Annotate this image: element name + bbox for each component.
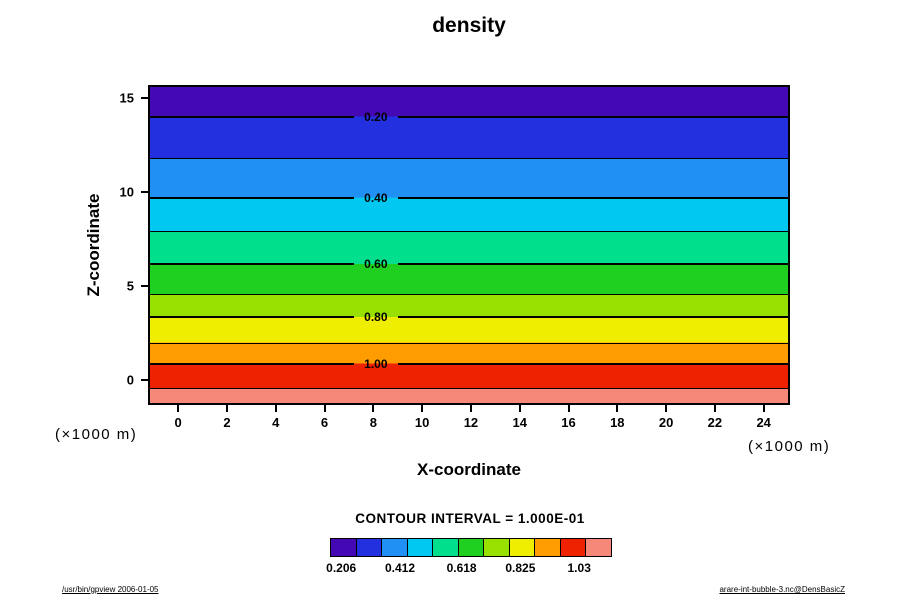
x-tick-mark bbox=[616, 405, 619, 412]
colorbar-tick-label: 0.206 bbox=[326, 561, 357, 575]
x-tick-label: 10 bbox=[414, 415, 430, 430]
x-axis-ticks: 0 2 4 6 8 10 12 14 16 18 20 22 24 bbox=[148, 405, 790, 445]
x-tick-mark bbox=[177, 405, 180, 412]
footer-command: /usr/bin/gpview 2006-01-05 bbox=[62, 585, 159, 594]
y-tick-mark bbox=[141, 191, 148, 194]
colorbar-segment bbox=[356, 539, 383, 556]
footer-dataset: arare-int-bubble-3.nc@DensBasicZ bbox=[719, 585, 845, 594]
colorbar bbox=[330, 538, 612, 557]
x-tick-mark bbox=[372, 405, 375, 412]
x-tick-mark bbox=[518, 405, 521, 412]
x-tick-label: 24 bbox=[756, 415, 771, 430]
x-axis-unit: (×1000 m) bbox=[748, 438, 831, 455]
x-tick-mark bbox=[225, 405, 228, 412]
colorbar-segment bbox=[331, 539, 357, 556]
x-tick-mark bbox=[762, 405, 765, 412]
chart-title: density bbox=[432, 14, 506, 37]
y-tick-mark bbox=[141, 379, 148, 382]
colorbar-labels: 0.206 0.412 0.618 0.825 1.03 bbox=[326, 561, 610, 577]
colorbar-tick-label: 0.412 bbox=[384, 561, 416, 575]
colorbar-tick-label: 1.03 bbox=[567, 561, 591, 575]
y-tick-mark bbox=[141, 285, 148, 288]
y-tick-label: 15 bbox=[119, 90, 134, 106]
contour-label: 1.00 bbox=[364, 356, 388, 371]
contour-interval-text: CONTOUR INTERVAL = 1.000E-01 bbox=[355, 511, 585, 526]
x-tick-label: 2 bbox=[223, 415, 231, 430]
contour-label: 0.40 bbox=[364, 190, 388, 205]
y-tick-label: 5 bbox=[126, 278, 134, 294]
y-axis-ticks: 15 10 5 0 bbox=[88, 85, 148, 405]
x-tick-mark bbox=[469, 405, 472, 412]
plot-area: 0.20 0.40 0.60 0.80 1.00 bbox=[148, 85, 790, 405]
x-tick-label: 18 bbox=[610, 415, 625, 430]
y-tick-label: 0 bbox=[126, 372, 134, 388]
x-tick-label: 14 bbox=[512, 415, 527, 430]
x-tick-label: 16 bbox=[561, 415, 576, 430]
x-tick-label: 0 bbox=[174, 415, 182, 430]
x-tick-mark bbox=[421, 405, 424, 412]
x-tick-mark bbox=[713, 405, 716, 412]
x-tick-label: 12 bbox=[463, 415, 479, 430]
colorbar-segment bbox=[433, 539, 459, 556]
contour-label: 0.20 bbox=[364, 109, 388, 124]
contour-label: 0.80 bbox=[364, 310, 388, 325]
colorbar-segment bbox=[458, 539, 485, 556]
colorbar-tick-label: 0.618 bbox=[446, 561, 477, 575]
x-tick-label: 8 bbox=[369, 415, 377, 430]
colorbar-segment bbox=[560, 539, 587, 556]
y-tick-label: 10 bbox=[119, 184, 134, 200]
x-tick-mark bbox=[323, 405, 326, 412]
x-tick-mark bbox=[274, 405, 277, 412]
x-tick-label: 6 bbox=[320, 415, 329, 430]
x-axis-title: X-coordinate bbox=[417, 460, 521, 479]
x-tick-label: 4 bbox=[272, 415, 280, 430]
y-axis-title: Z-coordinate bbox=[84, 193, 103, 297]
contour-label: 0.60 bbox=[364, 256, 388, 271]
y-axis-unit: (×1000 m) bbox=[55, 426, 138, 443]
x-tick-mark bbox=[665, 405, 668, 412]
colorbar-segment bbox=[382, 539, 408, 556]
colorbar-segment bbox=[407, 539, 434, 556]
colorbar-segment bbox=[484, 539, 510, 556]
x-tick-label: 22 bbox=[707, 415, 723, 430]
x-tick-label: 20 bbox=[658, 415, 674, 430]
x-tick-mark bbox=[567, 405, 570, 412]
y-tick-mark bbox=[141, 97, 148, 100]
colorbar-segment bbox=[535, 539, 561, 556]
colorbar-segment bbox=[509, 539, 536, 556]
colorbar-segment bbox=[586, 539, 612, 556]
colorbar-tick-label: 0.825 bbox=[505, 561, 536, 575]
